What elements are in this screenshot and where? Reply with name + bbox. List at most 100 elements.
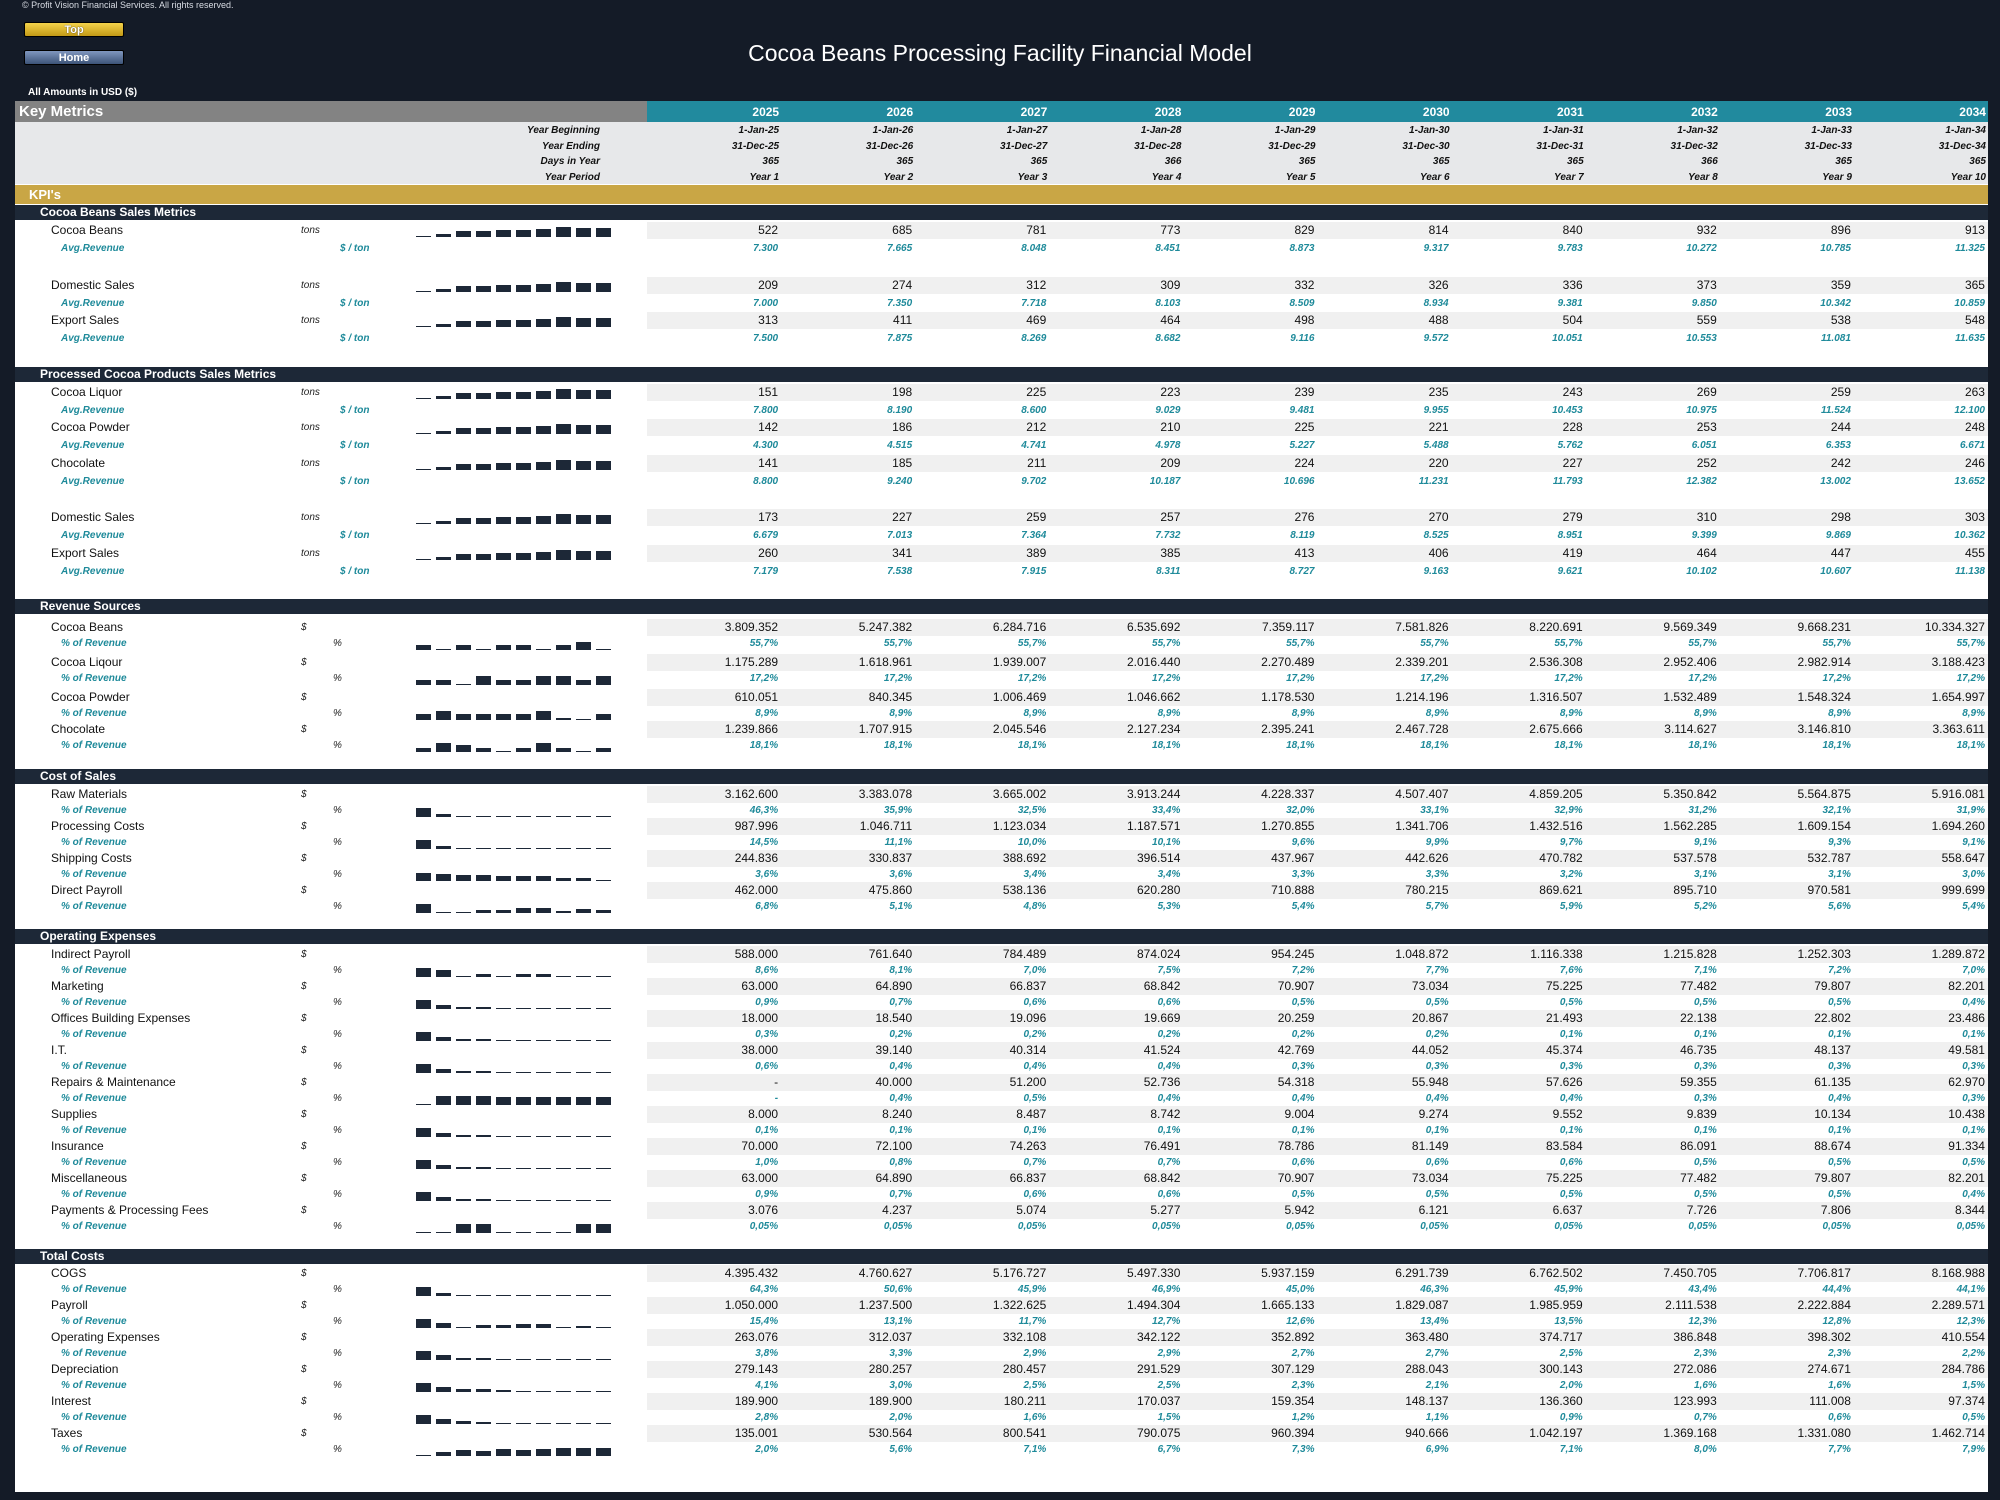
sparkline-bar bbox=[456, 1135, 471, 1137]
top-button[interactable]: Top bbox=[24, 22, 124, 37]
sparkline-bar bbox=[576, 1326, 591, 1328]
value-cell: 0,5% bbox=[1291, 1189, 1315, 1200]
sparkline-bar bbox=[496, 816, 511, 817]
date-cell: 31-Dec-33 bbox=[1804, 140, 1852, 152]
sparkline-bar bbox=[516, 1097, 531, 1105]
sparkline-bar bbox=[456, 231, 471, 237]
sparkline-bar bbox=[576, 1359, 591, 1360]
value-cell: 7,1% bbox=[1559, 1444, 1583, 1455]
page-title: Cocoa Beans Processing Facility Financia… bbox=[748, 40, 1252, 66]
value-cell: 9.668.231 bbox=[1797, 620, 1851, 634]
value-cell: 0,4% bbox=[1425, 1093, 1449, 1104]
sparkline-bar bbox=[536, 462, 551, 470]
sparkline-bar bbox=[456, 1421, 471, 1424]
sparkline-bar bbox=[416, 1351, 431, 1360]
sparkline-bar bbox=[496, 285, 511, 292]
date-cell: 31-Dec-31 bbox=[1536, 140, 1584, 152]
value-cell: 9.004 bbox=[1284, 1107, 1315, 1121]
table-row: % of Revenue% 0,1% 0,1% 0,1% 0,1% 0,1% 0,1% 0,1… bbox=[15, 1122, 1988, 1139]
sparkline-bar bbox=[476, 321, 491, 327]
row-unit: $ / ton bbox=[340, 333, 370, 344]
sparkline-bar bbox=[516, 714, 531, 720]
sparkline-bar bbox=[476, 1096, 491, 1105]
home-button[interactable]: Home bbox=[24, 50, 124, 65]
sparkline-bar bbox=[536, 1200, 551, 1201]
sparkline-bar bbox=[436, 1419, 451, 1424]
row-unit: $ bbox=[301, 853, 307, 864]
row-unit: tons bbox=[301, 512, 320, 523]
value-cell: 11.524 bbox=[1821, 405, 1851, 416]
sparkline-bar bbox=[416, 523, 431, 524]
value-cell: 13.652 bbox=[1954, 476, 1985, 487]
row-unit: tons bbox=[301, 422, 320, 433]
sparkline bbox=[416, 866, 621, 883]
sparkline-bar bbox=[416, 873, 431, 881]
sparkline-bar bbox=[456, 1389, 471, 1392]
date-cell: 1-Jan-28 bbox=[1140, 125, 1182, 136]
value-cell: 59.355 bbox=[1680, 1075, 1717, 1089]
value-cell: 209 bbox=[1160, 456, 1181, 470]
sparkline-bar bbox=[496, 645, 511, 650]
value-cell: 8.682 bbox=[1155, 333, 1181, 344]
sparkline-bar bbox=[596, 1359, 611, 1360]
value-cell: 235 bbox=[1428, 385, 1449, 399]
row-values: 15,4% 13,1% 11,7% 12,7% 12,6% 13,4% 13,5% 12,3%… bbox=[647, 1313, 1988, 1330]
sparkline-bar bbox=[556, 1391, 571, 1392]
sparkline-bar bbox=[496, 848, 511, 849]
sparkline-bar bbox=[456, 684, 471, 685]
sparkline-bar bbox=[416, 1287, 431, 1296]
value-cell: 3,3% bbox=[1425, 869, 1449, 880]
value-cell: 17,2% bbox=[1420, 673, 1449, 684]
value-cell: 0,7% bbox=[889, 997, 913, 1008]
table-row: I.T. $38.000 39.140 40.314 41.524 42.769 44.05… bbox=[15, 1042, 1988, 1059]
value-cell: 1.215.828 bbox=[1663, 947, 1717, 961]
sparkline-bar bbox=[496, 392, 511, 399]
value-cell: 42.769 bbox=[1277, 1043, 1315, 1057]
sparkline-bar bbox=[516, 848, 531, 849]
value-cell: 537.578 bbox=[1673, 851, 1717, 865]
row-unit: $ / ton bbox=[340, 298, 370, 309]
value-cell: 2.127.234 bbox=[1127, 722, 1181, 736]
row-values: 0,9% 0,7% 0,6% 0,6% 0,5% 0,5% 0,5% 0,5% 0,5% 0,4% bbox=[647, 1186, 1988, 1203]
table-row: Processing Costs $987.996 1.046.711 1.123.0… bbox=[15, 818, 1988, 835]
value-cell: 51.200 bbox=[1009, 1075, 1047, 1089]
value-cell: 35,9% bbox=[883, 805, 913, 816]
value-cell: 1.187.571 bbox=[1127, 819, 1181, 833]
value-cell: 0,4% bbox=[1157, 1061, 1181, 1072]
value-cell: 55,7% bbox=[1420, 638, 1449, 649]
value-cell: 5.497.330 bbox=[1127, 1266, 1181, 1280]
table-row: % of Revenue% 0,6% 0,4% 0,4% 0,4% 0,3% 0,3% 0,3… bbox=[15, 1058, 1988, 1075]
value-cell: 0,2% bbox=[1023, 1029, 1047, 1040]
value-cell: 7,5% bbox=[1157, 965, 1181, 976]
value-cell: 18,1% bbox=[1956, 740, 1985, 751]
value-cell: 248 bbox=[1964, 420, 1985, 434]
year-col-header: 2034 bbox=[1959, 105, 1986, 119]
sparkline-bar bbox=[496, 1136, 511, 1137]
sparkline bbox=[416, 1377, 621, 1394]
sparkline-bar bbox=[536, 426, 551, 434]
sparkline bbox=[416, 1441, 621, 1458]
sparkline-bar bbox=[536, 1449, 551, 1456]
value-cell: 1.432.516 bbox=[1529, 819, 1583, 833]
sparkline-bar bbox=[456, 1295, 471, 1296]
sparkline-bar bbox=[576, 1168, 591, 1169]
value-cell: 7,6% bbox=[1559, 965, 1583, 976]
value-cell: 6.671 bbox=[1959, 440, 1985, 451]
sparkline bbox=[416, 1090, 621, 1107]
value-cell: 396.514 bbox=[1137, 851, 1181, 865]
value-cell: 0,6% bbox=[1023, 1189, 1047, 1200]
row-unit: % bbox=[333, 1444, 342, 1455]
sparkline-bar bbox=[476, 1039, 491, 1041]
sparkline-bar bbox=[556, 317, 571, 327]
sparkline-bar bbox=[596, 425, 611, 434]
table-row: Raw Materials $3.162.600 3.383.078 3.665.00… bbox=[15, 786, 1988, 803]
row-values: 189.900 189.900 180.211 170.037 159.354 148.1… bbox=[647, 1393, 1988, 1410]
date-cell: 1-Jan-30 bbox=[1409, 125, 1450, 136]
value-cell: 940.666 bbox=[1405, 1426, 1449, 1440]
value-cell: 800.541 bbox=[1002, 1426, 1047, 1440]
value-cell: 12,3% bbox=[1956, 1316, 1985, 1327]
sparkline-bar bbox=[436, 1069, 451, 1073]
value-cell: 388.692 bbox=[1002, 851, 1047, 865]
value-cell: 14,5% bbox=[749, 837, 779, 848]
value-cell: 260 bbox=[758, 546, 779, 560]
